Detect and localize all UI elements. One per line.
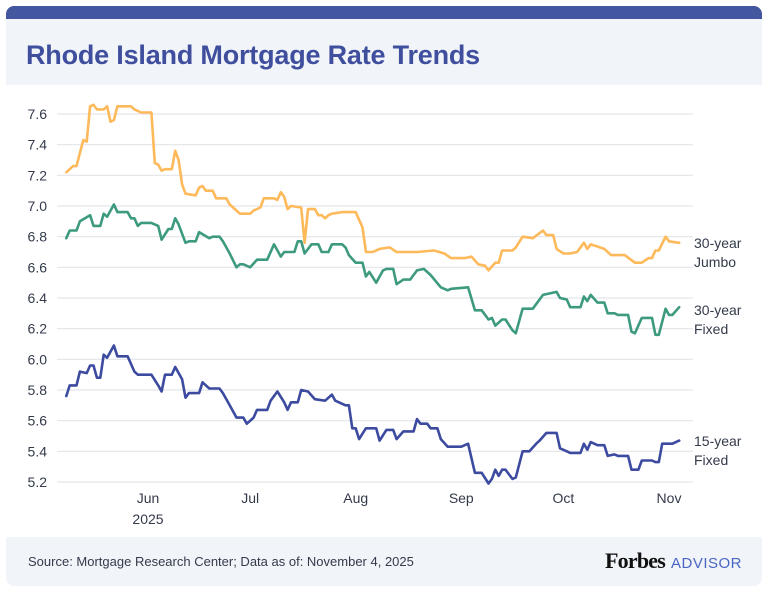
series-label-jumbo: 30-year Jumbo: [694, 235, 742, 270]
y-tick-label: 6.6: [28, 259, 48, 275]
chart-card: Rhode Island Mortgage Rate Trends Source…: [6, 6, 762, 586]
y-tick-label: 6.2: [28, 321, 48, 337]
x-tick-label: Oct: [553, 490, 575, 506]
x-tick-label: Sep: [449, 490, 474, 506]
series-label-fixed30: 30-year Fixed: [694, 302, 742, 337]
forbes-advisor-logo: Forbes ADVISOR: [605, 548, 742, 574]
series-line-fixed30: [65, 203, 681, 337]
top-accent-band: [6, 6, 762, 20]
y-tick-label: 6.8: [28, 229, 48, 245]
y-tick-label: 6.4: [28, 290, 48, 306]
y-tick-label: 5.4: [28, 443, 48, 459]
logo-sub: ADVISOR: [670, 555, 742, 572]
y-tick-label: 5.8: [28, 382, 48, 398]
x-tick-label: Jul: [241, 490, 259, 506]
y-tick-label: 7.6: [28, 106, 48, 122]
y-tick-label: 7.2: [28, 167, 48, 183]
series-line-jumbo: [65, 103, 681, 272]
x-tick-label: Jun: [137, 490, 160, 506]
series-label-fixed15: 15-year Fixed: [694, 433, 742, 468]
y-tick-label: 7.0: [28, 198, 48, 214]
chart-title: Rhode Island Mortgage Rate Trends: [26, 40, 480, 70]
x-tick-sublabel: 2025: [132, 511, 163, 527]
footer: Source: Mortgage Research Center; Data a…: [6, 537, 762, 586]
y-tick-label: 7.4: [28, 137, 48, 153]
source-note: Source: Mortgage Research Center; Data a…: [28, 554, 414, 569]
x-tick-label: Nov: [657, 490, 682, 506]
y-tick-label: 5.6: [28, 413, 48, 429]
x-tick-label: Aug: [343, 490, 368, 506]
series-line-fixed15: [65, 344, 681, 485]
logo-brand: Forbes: [605, 548, 666, 573]
y-tick-label: 6.0: [28, 351, 48, 367]
title-box: Rhode Island Mortgage Rate Trends: [6, 19, 762, 85]
y-tick-label: 5.2: [28, 474, 48, 490]
